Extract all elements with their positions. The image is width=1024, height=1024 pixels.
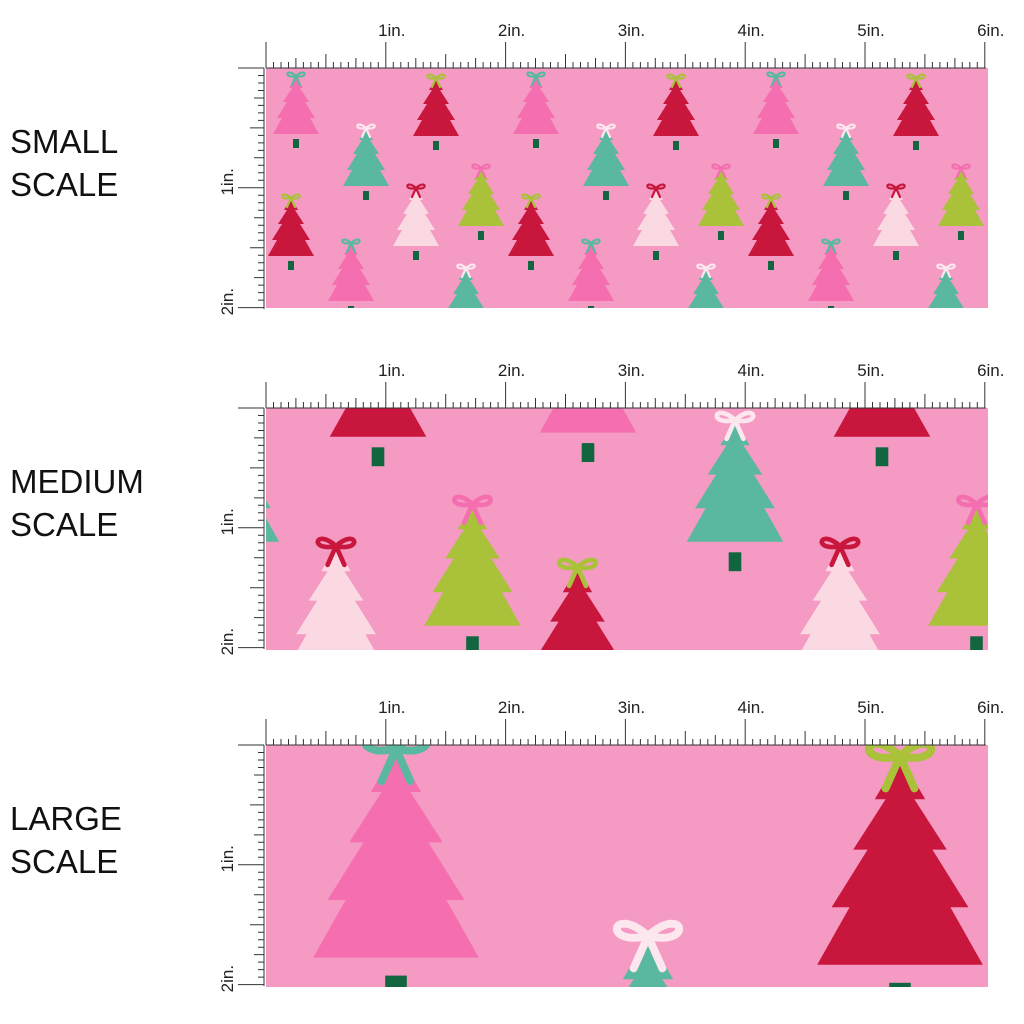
ruler-label: 1in. bbox=[378, 698, 405, 717]
ruler-label: 2in. bbox=[218, 628, 237, 655]
ruler-label: 1in. bbox=[218, 508, 237, 535]
fabric-swatch-large bbox=[266, 745, 988, 987]
ruler-label: 3in. bbox=[618, 698, 645, 717]
scale-label: MEDIUM bbox=[10, 463, 144, 500]
ruler-vertical bbox=[238, 744, 265, 986]
ruler-label: 4in. bbox=[737, 21, 764, 40]
ruler-label: 5in. bbox=[857, 21, 884, 40]
ruler-label: 4in. bbox=[737, 698, 764, 717]
ruler-label: 6in. bbox=[977, 361, 1004, 380]
ruler-label: 2in. bbox=[218, 965, 237, 992]
ruler-label: 1in. bbox=[378, 21, 405, 40]
ruler-vertical bbox=[238, 67, 265, 309]
ruler-label: 2in. bbox=[498, 698, 525, 717]
ruler-label: 4in. bbox=[737, 361, 764, 380]
ruler-label: 6in. bbox=[977, 21, 1004, 40]
ruler-label: 2in. bbox=[498, 21, 525, 40]
ruler-horizontal bbox=[265, 42, 986, 69]
ruler-label: 1in. bbox=[218, 168, 237, 195]
scale-label: SMALL bbox=[10, 123, 118, 160]
ruler-label: 5in. bbox=[857, 361, 884, 380]
ruler-horizontal bbox=[265, 719, 986, 746]
ruler-label: 1in. bbox=[378, 361, 405, 380]
ruler-label: 2in. bbox=[498, 361, 525, 380]
ruler-label: 2in. bbox=[218, 288, 237, 315]
fabric-swatch-medium bbox=[266, 408, 988, 650]
scale-label: LARGE bbox=[10, 800, 122, 837]
ruler-label: 5in. bbox=[857, 698, 884, 717]
ruler-label: 6in. bbox=[977, 698, 1004, 717]
ruler-label: 3in. bbox=[618, 361, 645, 380]
scale-label: SCALE bbox=[10, 506, 118, 543]
scale-label: SCALE bbox=[10, 166, 118, 203]
scale-label: SCALE bbox=[10, 843, 118, 880]
ruler-label: 1in. bbox=[218, 845, 237, 872]
ruler-horizontal bbox=[265, 382, 986, 409]
ruler-label: 3in. bbox=[618, 21, 645, 40]
fabric-swatch-small bbox=[266, 68, 988, 308]
ruler-vertical bbox=[238, 407, 265, 649]
